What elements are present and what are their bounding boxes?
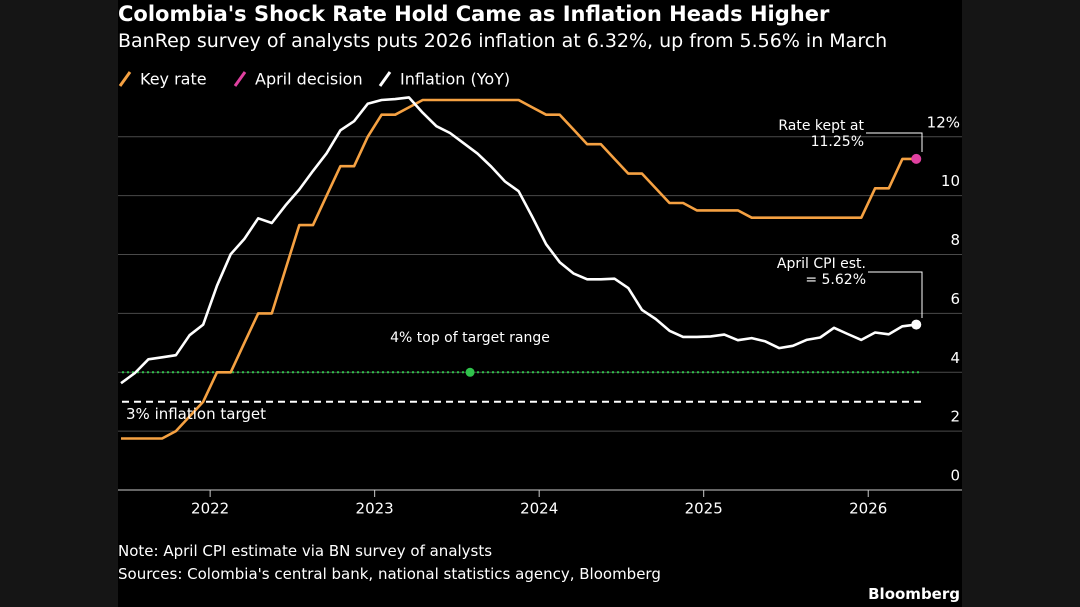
legend-label: Key rate <box>140 70 207 89</box>
brand: Bloomberg <box>868 585 960 603</box>
note: Note: April CPI estimate via BN survey o… <box>118 542 493 560</box>
legend-label: Inflation (YoY) <box>400 70 510 89</box>
end-point <box>911 319 922 330</box>
leader-line <box>868 271 923 318</box>
reference-marker <box>465 367 475 377</box>
legend-swatch <box>233 71 247 87</box>
chart-title: Colombia's Shock Rate Hold Came as Infla… <box>118 2 830 26</box>
note: Sources: Colombia's central bank, nation… <box>118 565 661 583</box>
legend-label: April decision <box>255 70 363 89</box>
x-tick-label: 2025 <box>685 500 723 518</box>
y-tick-label: 0 <box>950 467 960 485</box>
y-tick-label: 8 <box>950 231 960 249</box>
annotation: April CPI est. = 5.62% <box>776 256 866 288</box>
series-line <box>121 98 917 440</box>
blurred-backdrop <box>0 0 118 607</box>
reference-label: 3% inflation target <box>126 405 266 423</box>
legend-swatch <box>378 71 392 87</box>
x-tick-label: 2024 <box>520 500 558 518</box>
reference-label: 4% top of target range <box>390 330 550 346</box>
annotation: Rate kept at 11.25% <box>778 118 864 150</box>
y-tick-label: 10 <box>941 172 960 190</box>
y-tick-label: 2 <box>950 408 960 426</box>
x-tick-label: 2026 <box>849 500 887 518</box>
blurred-backdrop <box>962 0 1080 607</box>
y-tick-label: 4 <box>950 349 960 367</box>
chart-subtitle: BanRep survey of analysts puts 2026 infl… <box>118 30 888 52</box>
series-line <box>120 96 917 385</box>
x-tick-label: 2023 <box>356 500 394 518</box>
data-point <box>911 153 922 164</box>
x-tick-label: 2022 <box>191 500 229 518</box>
leader-line <box>866 132 923 152</box>
y-tick-label: 12% <box>927 113 960 131</box>
y-tick-label: 6 <box>950 290 960 308</box>
legend-swatch <box>118 71 132 87</box>
